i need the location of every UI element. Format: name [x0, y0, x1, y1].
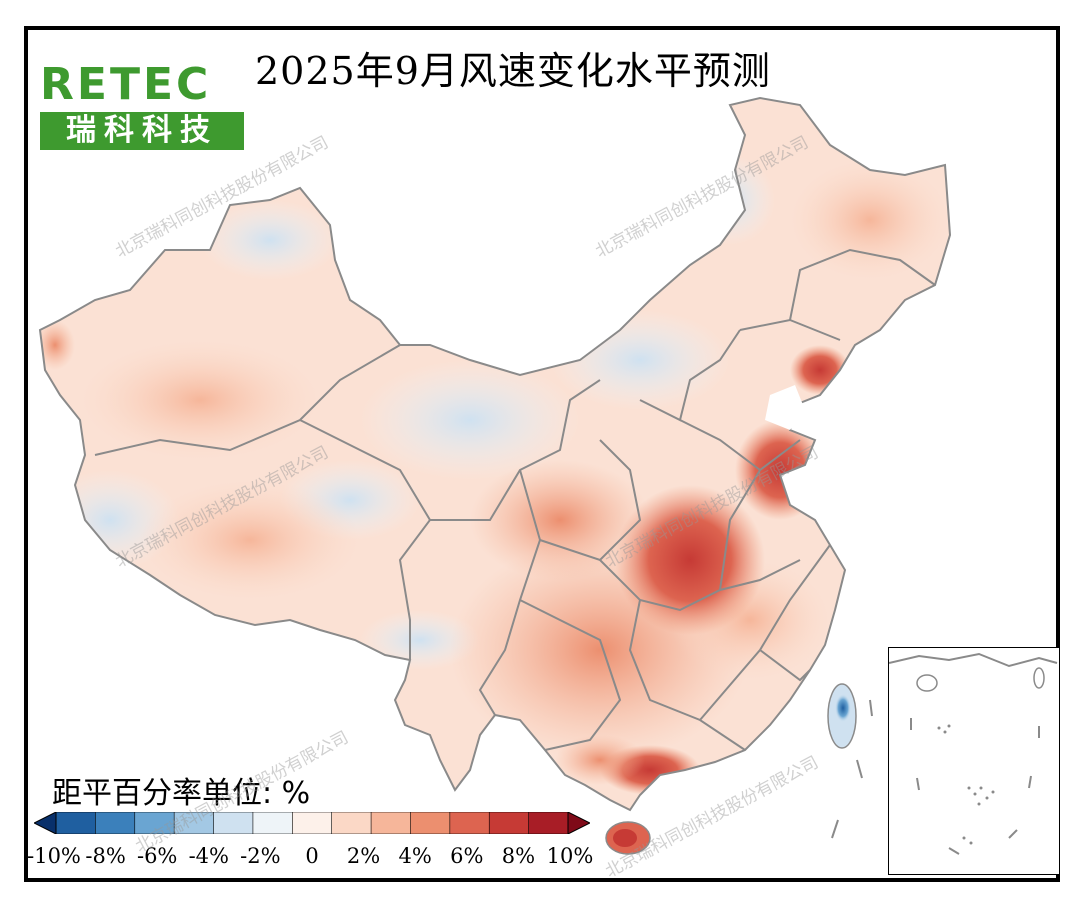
- logo-company-name: 瑞科科技: [40, 112, 244, 150]
- colorbar-segment: [252, 812, 294, 834]
- legend-tick-label: 6%: [450, 844, 484, 868]
- legend-tick-label: -10%: [27, 844, 81, 868]
- legend-tick-label: -4%: [188, 844, 230, 868]
- colorbar-segment: [410, 812, 451, 834]
- legend-tick-label: -6%: [136, 844, 178, 868]
- legend-tick-label: 2%: [346, 844, 381, 868]
- colorbar-min-arrow: [34, 812, 57, 834]
- legend-tick-label: 8%: [501, 844, 536, 868]
- inset-map: [888, 652, 1058, 855]
- colorbar-segment: [488, 812, 530, 834]
- colorbar-segment: [134, 812, 175, 834]
- south-china-sea-inset: [888, 647, 1060, 875]
- retec-logo: RETEC 瑞科科技: [40, 62, 244, 150]
- legend-tick-label: 4%: [398, 844, 432, 868]
- map-title: 2025年9月风速变化水平预测: [255, 49, 771, 93]
- colorbar-segment: [449, 812, 491, 834]
- legend-unit-label: 距平百分率单位: %: [52, 776, 311, 811]
- logo-wordmark: RETEC: [40, 59, 212, 110]
- colorbar-segment: [292, 812, 333, 834]
- legend-tick-label: -2%: [240, 844, 281, 868]
- legend-colorbar: [34, 812, 590, 834]
- legend-tick-label: -8%: [85, 844, 126, 868]
- colorbar-segment: [173, 812, 215, 834]
- colorbar-segment: [370, 812, 412, 834]
- colorbar-segment: [55, 812, 97, 834]
- legend-tick-label: 10%: [546, 844, 594, 868]
- colorbar-segment: [331, 812, 372, 834]
- colorbar-segment: [95, 812, 136, 834]
- colorbar-segment: [213, 812, 254, 834]
- colorbar-segment: [528, 812, 569, 834]
- colorbar-max-arrow: [567, 812, 590, 834]
- legend-tick-label: 0: [305, 844, 319, 868]
